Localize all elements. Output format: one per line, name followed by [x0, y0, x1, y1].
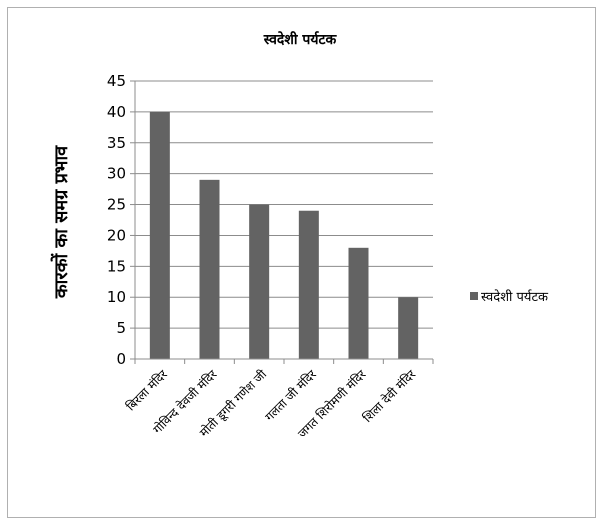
bar — [149, 111, 170, 359]
bar — [348, 247, 369, 359]
y-tick-label: 0 — [116, 350, 126, 368]
legend: स्वदेशी पर्यटक — [470, 289, 549, 305]
y-tick-label: 15 — [107, 257, 126, 275]
y-tick-label: 10 — [107, 288, 126, 306]
bar — [398, 297, 419, 359]
y-tick-label: 45 — [107, 72, 126, 90]
y-tick-label: 30 — [107, 165, 126, 183]
gridlines — [135, 80, 433, 329]
x-category-label: शिला देवी मंदिर — [360, 366, 419, 425]
x-category-label: बिरला मंदिर — [124, 366, 171, 413]
y-tick-label: 25 — [107, 196, 126, 214]
y-tick-label: 40 — [107, 103, 126, 121]
x-category-labels: बिरला मंदिरगोविन्द देवजी मंदिरमोती डूगरी… — [124, 366, 419, 440]
bar — [199, 179, 220, 359]
legend-swatch — [470, 292, 478, 300]
y-axis-label: कारकों का समग्र प्रभाव — [50, 145, 72, 299]
y-tick-label: 20 — [107, 226, 126, 244]
bar — [249, 204, 270, 359]
axes — [130, 80, 434, 364]
bar — [298, 210, 319, 359]
y-tick-labels: 0 5 10 15 20 25 30 35 40 45 — [107, 72, 126, 368]
chart-title: स्वदेशी पर्यटक — [263, 31, 338, 48]
y-tick-label: 35 — [107, 134, 126, 152]
bars — [149, 111, 419, 359]
legend-label: स्वदेशी पर्यटक — [481, 289, 549, 305]
y-tick-label: 5 — [116, 319, 126, 337]
